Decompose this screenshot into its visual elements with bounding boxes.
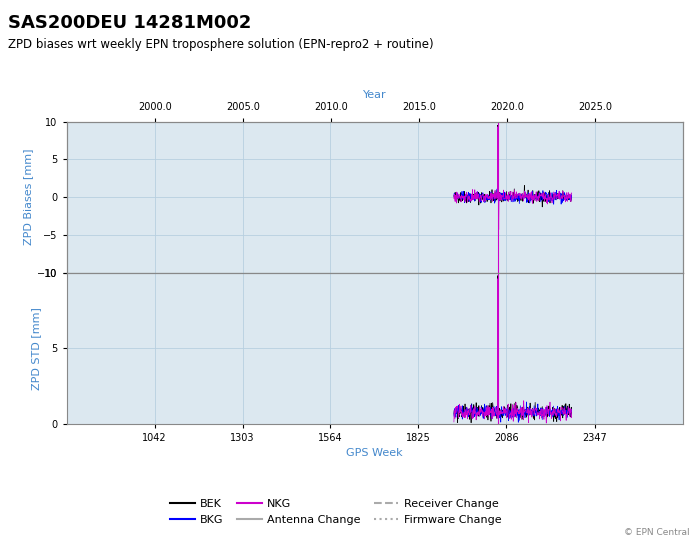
Legend: BEK, BKG, NKG, Antenna Change, Receiver Change, Firmware Change: BEK, BKG, NKG, Antenna Change, Receiver …	[166, 495, 506, 529]
Text: SAS200DEU 14281M002: SAS200DEU 14281M002	[8, 14, 252, 31]
X-axis label: GPS Week: GPS Week	[346, 449, 402, 458]
Y-axis label: ZPD Biases [mm]: ZPD Biases [mm]	[23, 149, 33, 245]
Text: ZPD biases wrt weekly EPN troposphere solution (EPN-repro2 + routine): ZPD biases wrt weekly EPN troposphere so…	[8, 38, 434, 51]
X-axis label: Year: Year	[363, 90, 386, 100]
Text: © EPN Central: © EPN Central	[624, 528, 690, 537]
Y-axis label: ZPD STD [mm]: ZPD STD [mm]	[31, 307, 41, 390]
